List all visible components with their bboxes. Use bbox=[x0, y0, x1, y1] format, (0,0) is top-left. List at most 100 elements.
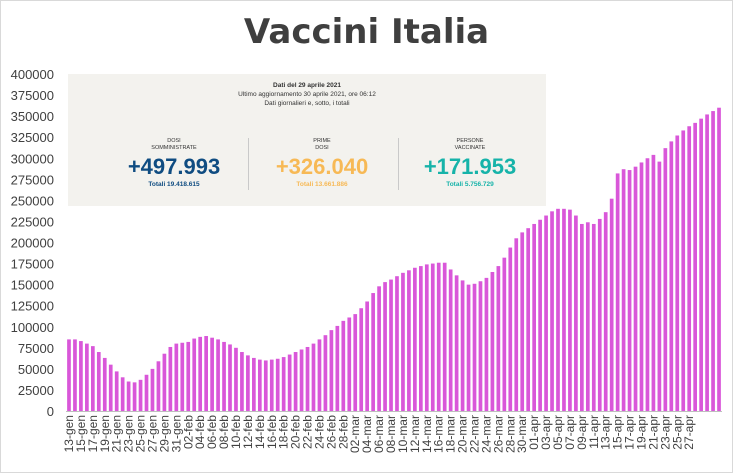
bar bbox=[198, 336, 203, 411]
bar bbox=[401, 272, 405, 411]
x-tick-label: 02-mar bbox=[348, 415, 362, 453]
bar bbox=[329, 330, 334, 411]
x-tick-label: 26-feb bbox=[324, 415, 338, 449]
bar bbox=[544, 215, 548, 411]
y-tick-label: 75000 bbox=[18, 341, 54, 356]
bar bbox=[341, 320, 346, 411]
divider bbox=[398, 138, 399, 190]
x-tick-label: 27-apr bbox=[682, 415, 696, 450]
bar bbox=[192, 338, 197, 411]
x-tick-label: 13-apr bbox=[599, 415, 613, 450]
vaccinated-value: +171.953 bbox=[423, 154, 517, 179]
y-tick-label: 225000 bbox=[11, 214, 54, 229]
bar bbox=[413, 267, 417, 411]
y-axis: 0 25000 50000 75000 100000 125000 150000 175000… bbox=[11, 67, 54, 419]
bar bbox=[162, 353, 167, 411]
bar bbox=[353, 314, 358, 411]
bar bbox=[705, 114, 709, 411]
x-tick-label: 14-mar bbox=[420, 415, 434, 453]
bar bbox=[252, 357, 256, 411]
bar bbox=[383, 282, 387, 411]
bar bbox=[132, 382, 137, 411]
bar bbox=[108, 364, 113, 411]
bar bbox=[550, 211, 554, 411]
bar bbox=[663, 148, 668, 411]
x-tick-label: 15-gen bbox=[74, 415, 88, 452]
bar bbox=[150, 368, 155, 412]
bar bbox=[424, 264, 429, 411]
x-tick-label: 18-feb bbox=[277, 415, 291, 449]
bar bbox=[114, 371, 119, 411]
bar bbox=[496, 266, 501, 411]
bar bbox=[144, 374, 149, 411]
bar bbox=[335, 325, 340, 411]
x-tick-label: 29-gen bbox=[157, 415, 171, 452]
x-tick-label: 04-mar bbox=[360, 415, 374, 453]
y-tick-label: 25000 bbox=[18, 383, 54, 398]
x-tick-label: 11-apr bbox=[587, 415, 601, 449]
bar bbox=[311, 343, 316, 411]
bar bbox=[693, 122, 698, 412]
info-date: Dati del 29 aprile 2021 bbox=[273, 82, 341, 89]
bar bbox=[597, 218, 602, 411]
y-tick-label: 50000 bbox=[18, 362, 54, 377]
bar bbox=[514, 238, 519, 411]
bar bbox=[210, 337, 214, 411]
bar bbox=[156, 361, 161, 411]
bar bbox=[472, 283, 477, 411]
bar bbox=[490, 271, 495, 411]
bar bbox=[222, 341, 226, 411]
bar bbox=[591, 223, 596, 411]
bar bbox=[418, 266, 423, 411]
x-tick-label: 14-feb bbox=[253, 415, 267, 449]
bar bbox=[687, 126, 692, 412]
x-tick-label: 08-feb bbox=[217, 415, 231, 449]
bar bbox=[448, 269, 453, 411]
x-tick-label: 07-apr bbox=[563, 415, 577, 450]
bar bbox=[460, 280, 465, 411]
x-axis: 13-gen15-gen17-gen19-gen21-gen23-gen25-g… bbox=[62, 411, 722, 453]
x-tick-label: 19-apr bbox=[634, 415, 648, 450]
bar bbox=[359, 308, 364, 411]
x-tick-label: 25-gen bbox=[134, 415, 148, 452]
bar bbox=[454, 275, 459, 411]
y-tick-label: 0 bbox=[47, 404, 54, 419]
bar bbox=[257, 359, 262, 411]
bar bbox=[90, 346, 95, 411]
y-tick-label: 250000 bbox=[11, 193, 54, 208]
bar bbox=[627, 170, 632, 411]
x-tick-label: 10-mar bbox=[396, 415, 410, 453]
x-tick-label: 17-apr bbox=[623, 415, 637, 450]
bar bbox=[681, 130, 686, 411]
x-tick-label: 26-mar bbox=[491, 415, 505, 453]
bar bbox=[657, 161, 662, 411]
bar bbox=[120, 377, 125, 411]
bar bbox=[73, 339, 77, 411]
x-tick-label: 30-mar bbox=[515, 415, 529, 453]
bar bbox=[79, 341, 83, 411]
bar bbox=[633, 166, 638, 411]
vaccinated-label: PERSONE VACCINATE bbox=[454, 138, 486, 151]
bar bbox=[621, 169, 626, 411]
bar bbox=[240, 352, 244, 411]
bar bbox=[520, 232, 525, 411]
doses-block: DOSI SOMMINISTRATE +497.993 Totali 19.418… bbox=[104, 138, 244, 188]
y-tick-label: 125000 bbox=[11, 299, 54, 314]
x-tick-label: 20-feb bbox=[289, 415, 303, 449]
bar bbox=[299, 349, 304, 411]
divider bbox=[248, 138, 249, 190]
y-tick-label: 375000 bbox=[11, 88, 54, 103]
first-doses-total: Totali 13.661.886 bbox=[296, 181, 348, 188]
y-tick-label: 200000 bbox=[11, 236, 54, 251]
bar bbox=[180, 342, 185, 411]
bar bbox=[651, 154, 656, 411]
bar bbox=[174, 343, 179, 411]
bar bbox=[126, 381, 131, 411]
y-tick-label: 100000 bbox=[11, 320, 54, 335]
y-tick-label: 300000 bbox=[11, 151, 54, 166]
bar bbox=[305, 346, 310, 411]
bar bbox=[234, 347, 238, 411]
bar bbox=[669, 141, 674, 411]
bar bbox=[323, 335, 328, 411]
